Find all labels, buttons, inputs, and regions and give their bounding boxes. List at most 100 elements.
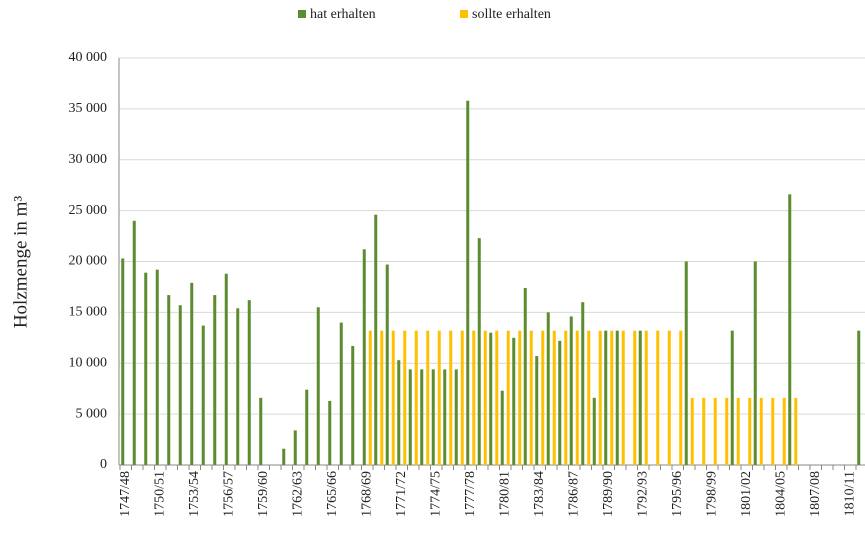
bar: [621, 330, 625, 465]
bar: [489, 332, 493, 465]
x-tick-label: 1768/69: [359, 471, 374, 517]
bar: [857, 330, 861, 465]
bar: [328, 400, 332, 465]
bar: [633, 330, 637, 465]
y-tick-label: 35 000: [69, 101, 108, 116]
bar: [155, 269, 159, 465]
y-tick-label: 15 000: [69, 305, 108, 320]
bar: [788, 194, 792, 465]
bar: [201, 325, 205, 465]
bar: [575, 330, 579, 465]
y-tick-label: 25 000: [69, 203, 108, 218]
y-tick-label: 20 000: [69, 254, 108, 269]
bar: [443, 369, 447, 465]
bar: [472, 330, 476, 465]
bar: [121, 258, 125, 465]
x-tick-label: 1783/84: [532, 471, 547, 517]
bar: [546, 312, 550, 465]
bar: [730, 330, 734, 465]
bar: [190, 282, 194, 465]
bar: [362, 249, 366, 465]
bar: [316, 307, 320, 465]
bar: [736, 397, 740, 465]
bar: [380, 330, 384, 465]
bar: [564, 330, 568, 465]
bar: [552, 330, 556, 465]
bar: [638, 330, 642, 465]
bar: [518, 330, 522, 465]
x-tick-label: 1774/75: [428, 471, 443, 517]
bar: [523, 287, 527, 465]
bar: [771, 397, 775, 465]
bar: [598, 330, 602, 465]
bar: [592, 397, 596, 465]
bar: [581, 302, 585, 465]
bar: [305, 389, 309, 465]
legend-swatch: [460, 10, 468, 18]
x-tick-label: 1798/99: [704, 471, 719, 517]
bar: [339, 322, 343, 465]
y-tick-label: 40 000: [69, 50, 108, 65]
bar: [351, 345, 355, 465]
y-tick-label: 30 000: [69, 152, 108, 167]
bar: [604, 330, 608, 465]
bar: [414, 330, 418, 465]
bar: [454, 369, 458, 465]
bar: [684, 261, 688, 465]
bar: [167, 295, 171, 465]
bar: [144, 272, 148, 465]
bar: [610, 330, 614, 465]
bar: [558, 340, 562, 465]
bar: [178, 305, 182, 465]
bar: [500, 390, 504, 465]
bar: [782, 397, 786, 465]
bar: [644, 330, 648, 465]
x-tick-label: 1747/48: [118, 471, 133, 517]
x-tick-label: 1759/60: [256, 471, 271, 517]
bar: [420, 369, 424, 465]
x-tick-label: 1804/05: [773, 471, 788, 517]
bar: [535, 356, 539, 465]
x-tick-label: 1786/87: [566, 471, 581, 517]
x-tick-label: 1750/51: [152, 471, 167, 517]
bar: [753, 261, 757, 465]
legend-label: sollte erhalten: [472, 7, 551, 22]
bar: [397, 360, 401, 465]
bar: [408, 369, 412, 465]
bar: [236, 308, 240, 465]
x-tick-label: 1810/11: [842, 471, 857, 516]
x-tick-label: 1762/63: [290, 471, 305, 517]
bar: [541, 330, 545, 465]
x-tick-label: 1807/08: [808, 471, 823, 517]
bar: [495, 330, 499, 465]
x-tick-label: 1756/57: [221, 471, 236, 517]
bar: [713, 397, 717, 465]
legend-swatch: [298, 10, 306, 18]
bar: [667, 330, 671, 465]
bar: [615, 330, 619, 465]
bar: [426, 330, 430, 465]
y-tick-label: 5 000: [76, 406, 108, 421]
bar: [385, 264, 389, 465]
bar: [725, 397, 729, 465]
x-tick-label: 1780/81: [497, 471, 512, 517]
x-tick-label: 1789/90: [601, 471, 616, 517]
bar: [282, 448, 286, 465]
bar: [403, 330, 407, 465]
x-tick-label: 1765/66: [325, 471, 340, 517]
bar: [374, 214, 378, 465]
bar: [512, 337, 516, 465]
bar: [477, 238, 481, 465]
bar: [679, 330, 683, 465]
bar: [529, 330, 533, 465]
bar: [483, 330, 487, 465]
bar: [259, 397, 263, 465]
y-tick-label: 10 000: [69, 355, 108, 370]
x-tick-label: 1801/02: [739, 471, 754, 517]
bar: [132, 220, 136, 465]
bar: [213, 295, 217, 465]
bar: [759, 397, 763, 465]
bar: [368, 330, 372, 465]
y-axis-label: Holzmenge in m³: [10, 196, 31, 329]
